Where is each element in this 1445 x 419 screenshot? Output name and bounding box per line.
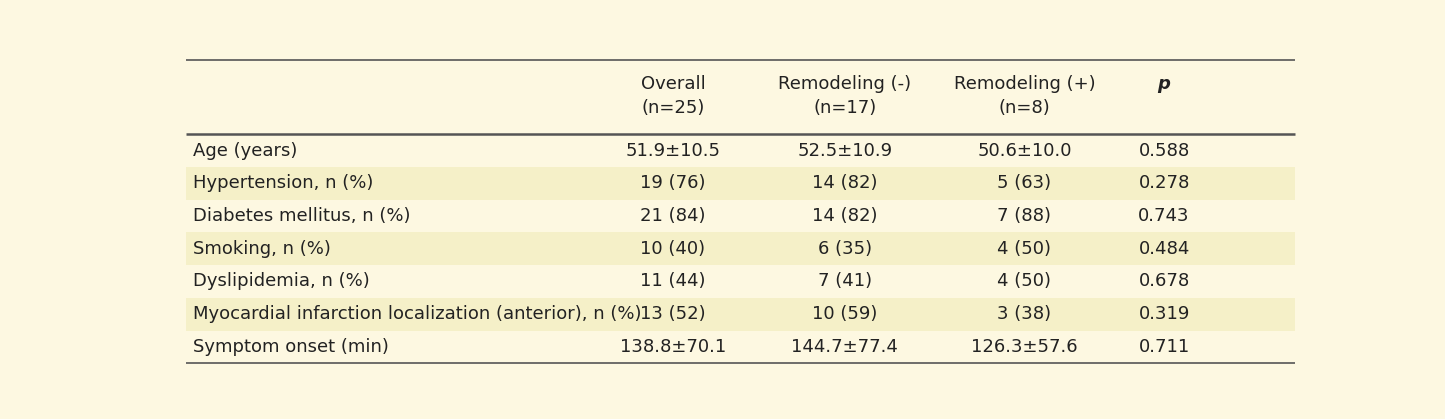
Text: 0.319: 0.319 xyxy=(1139,305,1189,323)
Text: 3 (38): 3 (38) xyxy=(997,305,1052,323)
Text: 11 (44): 11 (44) xyxy=(640,272,705,290)
Text: 0.484: 0.484 xyxy=(1139,240,1189,258)
Text: 50.6±10.0: 50.6±10.0 xyxy=(977,142,1072,160)
Text: 52.5±10.9: 52.5±10.9 xyxy=(798,142,893,160)
Text: Symptom onset (min): Symptom onset (min) xyxy=(194,338,389,356)
Text: 0.678: 0.678 xyxy=(1139,272,1189,290)
Text: 0.743: 0.743 xyxy=(1139,207,1189,225)
Text: p: p xyxy=(1157,75,1170,93)
Text: 4 (50): 4 (50) xyxy=(997,272,1052,290)
Text: 7 (88): 7 (88) xyxy=(997,207,1052,225)
Bar xyxy=(186,167,1295,200)
Text: Myocardial infarction localization (anterior), n (%): Myocardial infarction localization (ante… xyxy=(194,305,642,323)
Text: 126.3±57.6: 126.3±57.6 xyxy=(971,338,1078,356)
Text: 5 (63): 5 (63) xyxy=(997,174,1052,192)
Text: Dyslipidemia, n (%): Dyslipidemia, n (%) xyxy=(194,272,370,290)
Text: 4 (50): 4 (50) xyxy=(997,240,1052,258)
Bar xyxy=(186,233,1295,265)
Text: 138.8±70.1: 138.8±70.1 xyxy=(620,338,725,356)
Text: 10 (59): 10 (59) xyxy=(812,305,877,323)
Text: 144.7±77.4: 144.7±77.4 xyxy=(792,338,899,356)
Text: Smoking, n (%): Smoking, n (%) xyxy=(194,240,331,258)
Text: 19 (76): 19 (76) xyxy=(640,174,705,192)
Text: Overall: Overall xyxy=(640,75,705,93)
Text: Remodeling (+): Remodeling (+) xyxy=(954,75,1095,93)
Text: Hypertension, n (%): Hypertension, n (%) xyxy=(194,174,373,192)
Text: Remodeling (-): Remodeling (-) xyxy=(779,75,912,93)
Text: 7 (41): 7 (41) xyxy=(818,272,871,290)
Text: (n=25): (n=25) xyxy=(642,98,705,116)
Text: 0.278: 0.278 xyxy=(1139,174,1189,192)
Text: Diabetes mellitus, n (%): Diabetes mellitus, n (%) xyxy=(194,207,410,225)
Text: Age (years): Age (years) xyxy=(194,142,298,160)
Text: (n=8): (n=8) xyxy=(998,98,1051,116)
Bar xyxy=(186,298,1295,331)
Text: 0.588: 0.588 xyxy=(1139,142,1189,160)
Text: 14 (82): 14 (82) xyxy=(812,207,877,225)
Text: 0.711: 0.711 xyxy=(1139,338,1189,356)
Text: 14 (82): 14 (82) xyxy=(812,174,877,192)
Text: 21 (84): 21 (84) xyxy=(640,207,705,225)
Text: 6 (35): 6 (35) xyxy=(818,240,871,258)
Text: 13 (52): 13 (52) xyxy=(640,305,705,323)
Text: (n=17): (n=17) xyxy=(814,98,877,116)
Text: 51.9±10.5: 51.9±10.5 xyxy=(626,142,721,160)
Text: 10 (40): 10 (40) xyxy=(640,240,705,258)
